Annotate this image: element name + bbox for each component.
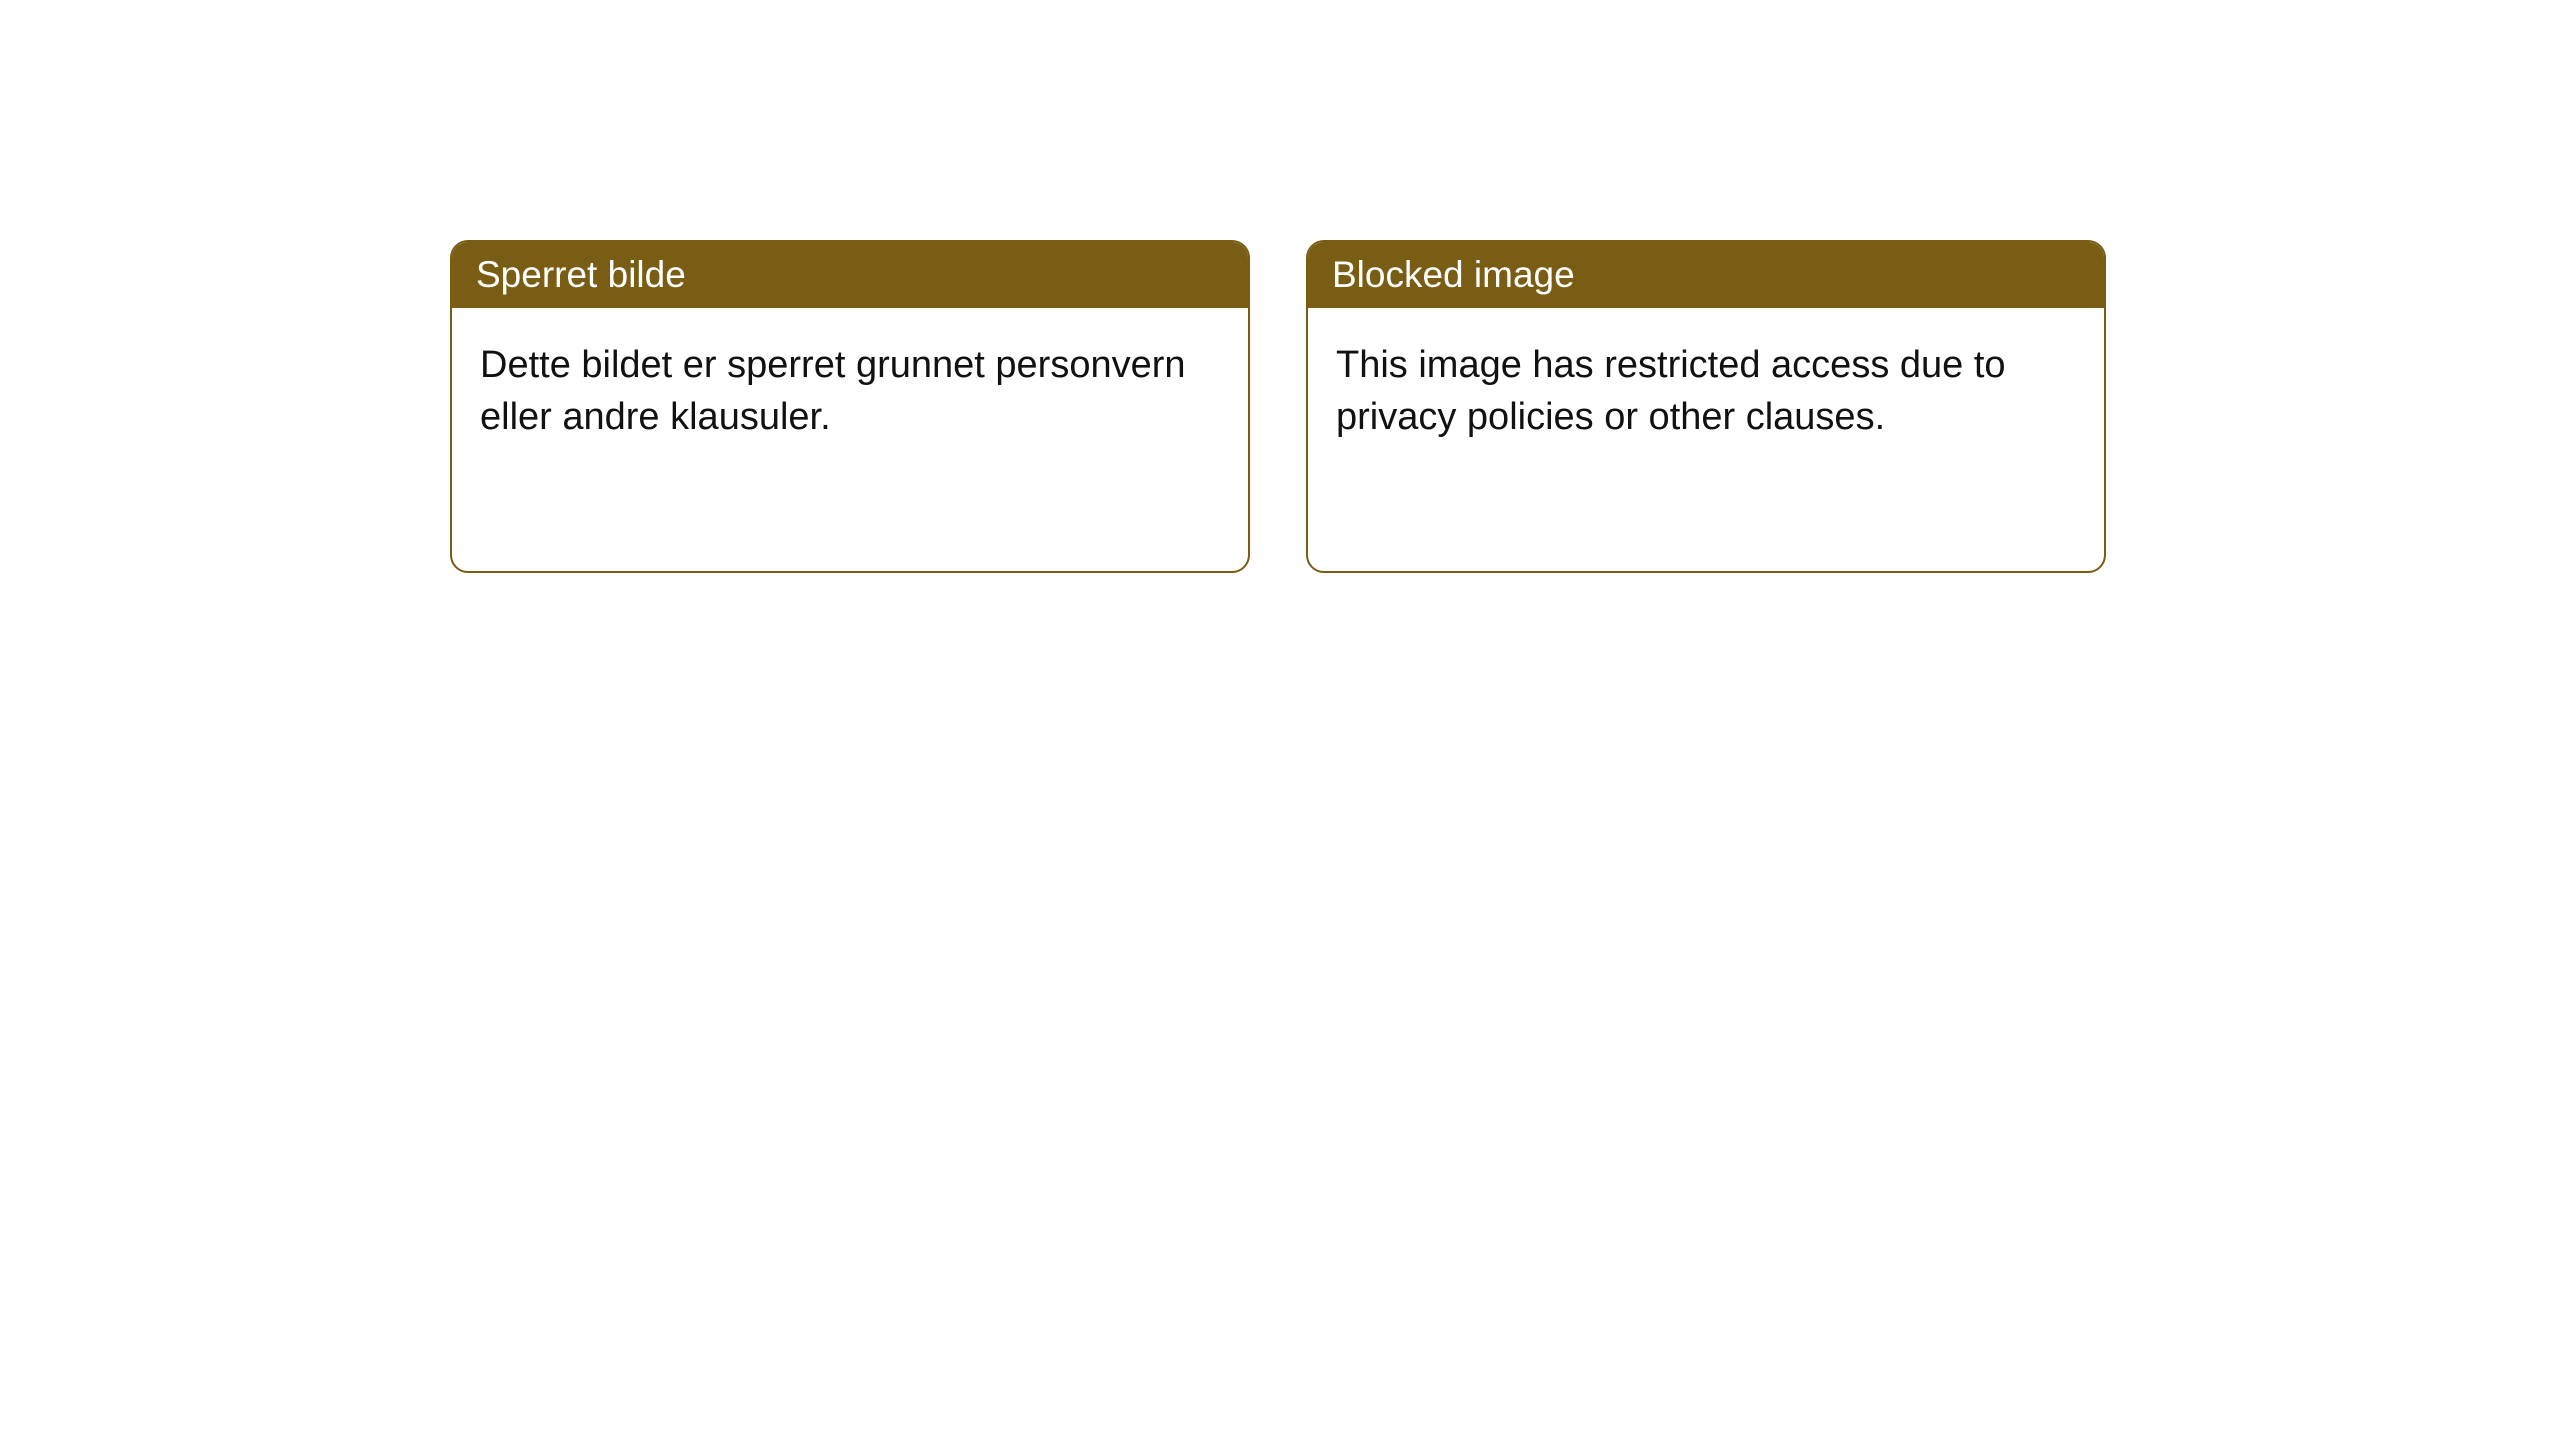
notice-header-english: Blocked image <box>1308 242 2104 308</box>
notice-body-norwegian: Dette bildet er sperret grunnet personve… <box>452 308 1248 471</box>
notice-card-norwegian: Sperret bilde Dette bildet er sperret gr… <box>450 240 1250 573</box>
notice-body-english: This image has restricted access due to … <box>1308 308 2104 471</box>
notice-header-norwegian: Sperret bilde <box>452 242 1248 308</box>
notice-container: Sperret bilde Dette bildet er sperret gr… <box>0 0 2560 573</box>
notice-card-english: Blocked image This image has restricted … <box>1306 240 2106 573</box>
